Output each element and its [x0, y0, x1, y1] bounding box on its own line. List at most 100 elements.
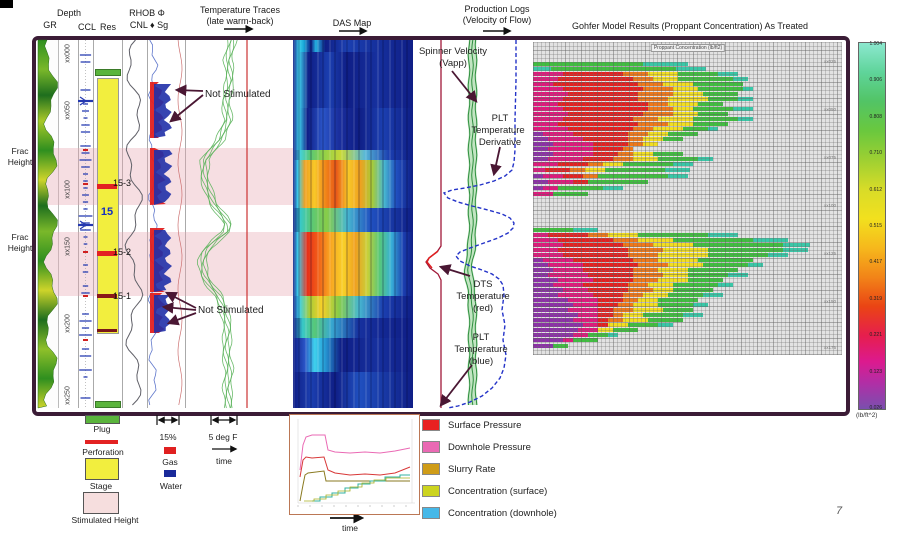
degf-scale-label: 5 deg F — [208, 432, 238, 442]
header-res: Res — [99, 22, 117, 32]
gohfer-bar-row — [533, 333, 618, 337]
gohfer-bar-row — [533, 298, 698, 302]
plt-blue-label-1: PLT — [472, 332, 490, 343]
gohfer-bar-row — [533, 186, 623, 190]
gohfer-bar-row — [533, 162, 693, 166]
gohfer-bar-row — [533, 313, 703, 317]
colorbar-tick: 1.004 — [869, 41, 882, 47]
colorbar-tick: 0.515 — [869, 223, 882, 229]
depth-label: xx100 — [64, 180, 72, 199]
gohfer-bar-row — [533, 117, 753, 121]
legend-stimulated-label: Stimulated Height — [71, 515, 139, 525]
page-number: 7 — [836, 505, 843, 517]
header-gohfer: Gohfer Model Results (Proppant Concentra… — [571, 21, 809, 31]
time-label-2: time — [341, 523, 359, 533]
spinner-velocity-label-1: Spinner Velocity — [418, 46, 488, 57]
not-stimulated-upper: Not Stimulated — [205, 89, 271, 100]
gohfer-bar-row — [533, 87, 753, 91]
gohfer-bar-row — [533, 303, 708, 307]
frac-height-2-line2: Height — [7, 243, 33, 253]
treatment-legend-item: Surface Pressure — [422, 419, 521, 431]
legend-item-label: Concentration (downhole) — [448, 507, 557, 519]
gohfer-bar-row — [533, 253, 788, 257]
gohfer-depth-label: xx075 — [824, 155, 837, 160]
plug-mark-top — [95, 69, 121, 76]
header-temp-2: (late warm-back) — [206, 16, 274, 26]
gohfer-bar-row — [533, 263, 763, 267]
gohfer-bar-row — [533, 268, 738, 272]
gohfer-bar-row — [533, 77, 748, 81]
corner-mark — [0, 0, 13, 8]
depth-label: xx000 — [64, 44, 72, 63]
colorbar-unit: (lb/ft^2) — [856, 412, 878, 419]
gohfer-bar-row — [533, 107, 753, 111]
header-gr: GR — [43, 20, 57, 30]
colorbar-tick: 0.417 — [869, 259, 882, 266]
header-prod-1: Production Logs — [464, 4, 530, 14]
das-strip — [293, 232, 413, 296]
legend-color-swatch — [422, 441, 440, 453]
time-label-1: time — [215, 456, 233, 466]
stage-perf-label: 15-3 — [113, 178, 132, 188]
stage-number: 15 — [100, 206, 114, 218]
legend-item-label: Slurry Rate — [448, 463, 496, 475]
treatment-plot — [289, 414, 420, 515]
depth-label: xx150 — [64, 237, 72, 256]
legend-item-label: Downhole Pressure — [448, 441, 531, 453]
das-strip — [293, 150, 413, 160]
colorbar-tick: 0.123 — [869, 368, 882, 375]
depth-track — [58, 40, 79, 408]
gohfer-bar-row — [533, 278, 723, 282]
das-strip — [293, 40, 413, 52]
das-streak-texture — [293, 40, 413, 408]
plt-derivative-label-2: Temperature — [471, 125, 525, 136]
gohfer-bar-row — [533, 137, 683, 141]
gohfer-bar-row — [533, 258, 753, 262]
stage-perf-label: 15-1 — [113, 291, 132, 301]
water-label: Water — [159, 481, 183, 491]
not-stimulated-lower: Not Stimulated — [198, 305, 264, 316]
dts-temperature-label-2: Temperature — [456, 291, 510, 302]
colorbar-tick: 0.221 — [869, 332, 882, 339]
colorbar-tick: 0.612 — [869, 186, 882, 193]
legend-item-label: Concentration (surface) — [448, 485, 548, 497]
gohfer-bar-row — [533, 273, 748, 277]
stimulated-height-band-2 — [38, 232, 293, 296]
gohfer-bar-row — [533, 228, 598, 232]
header-das: DAS Map — [332, 18, 372, 28]
depth-label: xx200 — [64, 314, 72, 333]
gohfer-depth-label: xx050 — [824, 107, 837, 112]
ccl-track — [78, 40, 94, 408]
legend-item-label: Surface Pressure — [448, 419, 522, 431]
das-strip — [293, 208, 413, 232]
plt-blue-label-3: (blue) — [468, 356, 494, 367]
legend-plug-label: Plug — [93, 424, 111, 434]
gohfer-bar-row — [533, 338, 598, 342]
depth-label: xx250 — [64, 386, 72, 405]
gohfer-bar-row — [533, 82, 743, 86]
gohfer-bar-row — [533, 293, 723, 297]
gohfer-bar-row — [533, 157, 713, 161]
gohfer-bar-row — [533, 243, 810, 247]
proppant-colorbar — [858, 42, 886, 410]
das-strip — [293, 160, 413, 208]
treatment-legend-item: Concentration (surface) — [422, 485, 547, 497]
treatment-legend-item: Concentration (downhole) — [422, 507, 557, 519]
depth-label: xx050 — [64, 101, 72, 120]
gohfer-bar-row — [533, 67, 706, 71]
header-rhob-phi: RHOB Φ — [129, 8, 165, 18]
header-temp-1: Temperature Traces — [199, 5, 281, 15]
plug-mark-bottom — [95, 401, 121, 408]
gohfer-bar-row — [533, 288, 713, 292]
gohfer-bar-row — [533, 97, 753, 101]
maroon-mark-bottom — [97, 329, 117, 332]
gohfer-bar-row — [533, 62, 688, 66]
gohfer-grid — [533, 42, 842, 355]
gohfer-bar-row — [533, 328, 638, 332]
plt-blue-label-2: Temperature — [454, 344, 508, 355]
gr-track — [38, 40, 58, 408]
gohfer-bar-row — [533, 238, 788, 242]
gohfer-bar-row — [533, 147, 633, 151]
spinner-velocity-label-2: (Vapp) — [439, 58, 467, 69]
legend-perforation-label: Perforation — [82, 447, 124, 457]
